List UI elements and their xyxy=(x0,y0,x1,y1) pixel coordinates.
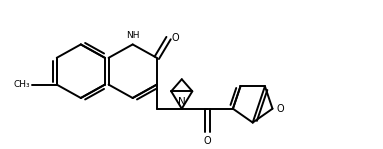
Text: O: O xyxy=(172,33,179,43)
Text: O: O xyxy=(203,136,211,146)
Text: CH₃: CH₃ xyxy=(13,80,30,89)
Text: O: O xyxy=(277,104,284,114)
Text: NH: NH xyxy=(126,31,139,40)
Text: N: N xyxy=(178,97,186,107)
